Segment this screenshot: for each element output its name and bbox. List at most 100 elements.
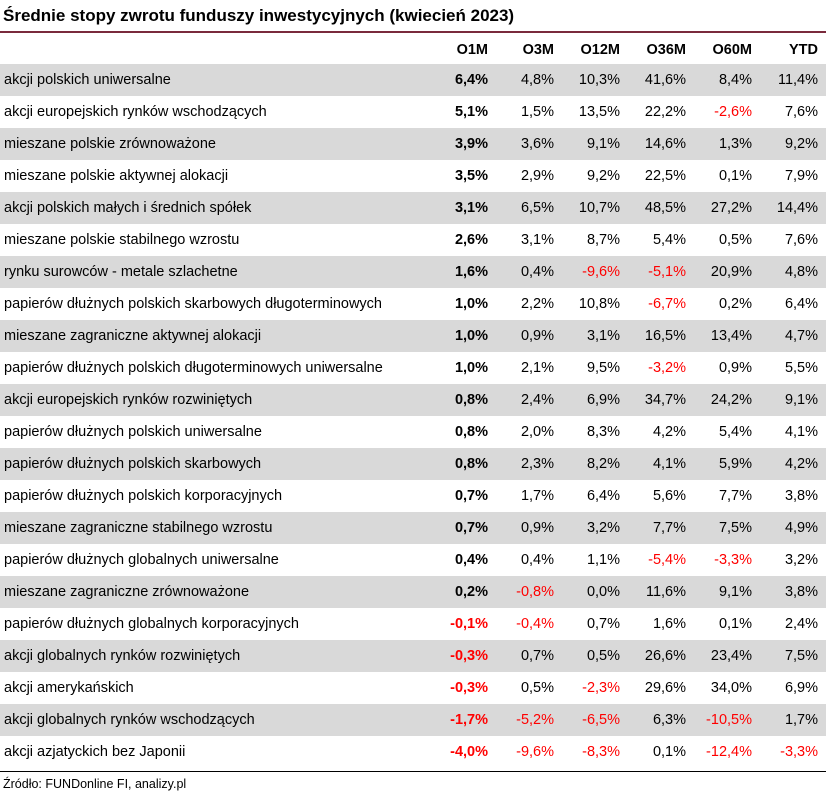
return-cell-o1m: 0,4%	[454, 552, 488, 568]
return-cell-o1m: 1,0%	[454, 360, 488, 376]
return-cell-o12m: 13,5%	[578, 104, 620, 120]
return-cell-ytd: 2,4%	[784, 616, 818, 632]
return-cell-ytd: 7,6%	[784, 232, 818, 248]
return-cell-o60m: 1,3%	[694, 128, 760, 160]
return-cell-ytd: 4,9%	[760, 512, 826, 544]
return-cell-o3m: -0,8%	[496, 576, 562, 608]
table-row: akcji europejskich rynków rozwiniętych 0,…	[0, 384, 826, 416]
return-cell-o36m: 11,6%	[628, 576, 694, 608]
return-cell-o1m: 2,6%	[454, 232, 488, 248]
return-cell-ytd: 4,7%	[760, 320, 826, 352]
table-row: mieszane zagraniczne aktywnej alokacji 1,…	[0, 320, 826, 352]
return-cell-o1m: 0,8%	[416, 448, 496, 480]
table-header-row: O1M O3M O12M O36M O60M YTD	[0, 35, 826, 64]
return-cell-o60m: 0,1%	[718, 168, 752, 184]
fund-category-cell: mieszane zagraniczne zrównoważone	[0, 576, 416, 608]
return-cell-o3m: -0,4%	[516, 616, 554, 632]
return-cell-o3m: 3,6%	[496, 128, 562, 160]
return-cell-ytd: 6,9%	[784, 680, 818, 696]
column-header-o1m: O1M	[456, 41, 488, 58]
return-cell-ytd: 1,7%	[760, 704, 826, 736]
fund-category-cell: akcji amerykańskich	[4, 680, 134, 696]
return-cell-o12m: -2,3%	[582, 680, 620, 696]
return-cell-o3m: 0,5%	[520, 680, 554, 696]
return-cell-o1m: -0,3%	[450, 680, 488, 696]
fund-category-cell: papierów dłużnych globalnych korporacyjn…	[4, 616, 299, 632]
table-body: akcji polskich uniwersalne 6,4% 4,8% 10,3% 4…	[0, 64, 826, 768]
table-row: mieszane polskie stabilnego wzrostu 2,6% 3…	[0, 224, 826, 256]
return-cell-o12m: 10,7%	[562, 192, 628, 224]
return-cell-o1m: 6,4%	[416, 64, 496, 96]
fund-category-cell: akcji polskich uniwersalne	[0, 64, 416, 96]
return-cell-o36m: -3,2%	[648, 360, 686, 376]
return-cell-o12m: 0,5%	[562, 640, 628, 672]
return-cell-o36m: 0,1%	[652, 744, 686, 760]
table-row: papierów dłużnych polskich skarbowych dł…	[0, 288, 826, 320]
source-note: Źródło: FUNDonline FI, analizy.pl	[3, 777, 187, 791]
return-cell-ytd: 6,4%	[784, 296, 818, 312]
return-cell-o60m: 0,2%	[718, 296, 752, 312]
column-header-o60m: O60M	[712, 41, 753, 58]
table-row: akcji globalnych rynków rozwiniętych -0,3…	[0, 640, 826, 672]
return-cell-ytd: 9,1%	[760, 384, 826, 416]
return-cell-o60m: -10,5%	[694, 704, 760, 736]
return-cell-o12m: 3,1%	[562, 320, 628, 352]
return-cell-o36m: 4,2%	[652, 424, 686, 440]
return-cell-o12m: -8,3%	[582, 744, 620, 760]
return-cell-o3m: 3,1%	[520, 232, 554, 248]
return-cell-o3m: 2,0%	[520, 424, 554, 440]
return-cell-o1m: 0,2%	[416, 576, 496, 608]
return-cell-o3m: 2,9%	[520, 168, 554, 184]
column-header-ytd: YTD	[789, 41, 818, 58]
return-cell-o36m: 4,1%	[628, 448, 694, 480]
return-cell-o1m: 1,6%	[416, 256, 496, 288]
return-cell-o3m: 2,1%	[520, 360, 554, 376]
return-cell-o60m: 20,9%	[694, 256, 760, 288]
fund-category-cell: akcji polskich małych i średnich spółek	[0, 192, 416, 224]
return-cell-ytd: 5,5%	[784, 360, 818, 376]
column-header-o36m: O36M	[646, 41, 687, 58]
return-cell-o12m: 9,1%	[562, 128, 628, 160]
return-cell-o3m: -9,6%	[516, 744, 554, 760]
return-cell-o3m: 6,5%	[496, 192, 562, 224]
return-cell-o3m: 0,9%	[496, 512, 562, 544]
return-cell-o36m: 29,6%	[644, 680, 686, 696]
return-cell-o12m: 8,7%	[586, 232, 620, 248]
table-row: mieszane polskie aktywnej alokacji 3,5% 2,…	[0, 160, 826, 192]
fund-category-cell: akcji globalnych rynków rozwiniętych	[0, 640, 416, 672]
return-cell-o1m: 0,7%	[454, 488, 488, 504]
return-cell-o12m: 10,8%	[578, 296, 620, 312]
return-cell-o60m: 13,4%	[694, 320, 760, 352]
return-cell-o60m: 24,2%	[694, 384, 760, 416]
table-row: akcji globalnych rynków wschodzących -1,7…	[0, 704, 826, 736]
return-cell-o60m: -2,6%	[714, 104, 752, 120]
return-cell-o1m: 3,1%	[416, 192, 496, 224]
fund-category-cell: papierów dłużnych polskich skarbowych dł…	[4, 296, 382, 312]
fund-category-cell: akcji azjatyckich bez Japonii	[4, 744, 186, 760]
return-cell-o60m: 8,4%	[694, 64, 760, 96]
return-cell-o36m: 5,4%	[652, 232, 686, 248]
return-cell-o3m: 1,5%	[520, 104, 554, 120]
return-cell-o12m: -9,6%	[562, 256, 628, 288]
return-cell-o12m: 9,5%	[586, 360, 620, 376]
return-cell-o1m: 3,5%	[454, 168, 488, 184]
return-cell-o1m: -0,3%	[416, 640, 496, 672]
column-header-o3m: O3M	[522, 41, 554, 58]
return-cell-ytd: 4,2%	[760, 448, 826, 480]
table-row: papierów dłużnych globalnych korporacyjn…	[0, 608, 826, 640]
table-row: mieszane zagraniczne stabilnego wzrostu 0…	[0, 512, 826, 544]
return-cell-o3m: 0,4%	[496, 256, 562, 288]
return-cell-o36m: 22,5%	[644, 168, 686, 184]
table-row: papierów dłużnych globalnych uniwersalne…	[0, 544, 826, 576]
return-cell-o12m: 1,1%	[586, 552, 620, 568]
return-cell-o12m: 0,0%	[562, 576, 628, 608]
return-cell-ytd: 7,5%	[760, 640, 826, 672]
return-cell-ytd: 9,2%	[760, 128, 826, 160]
table-row: akcji europejskich rynków wschodzących 5,…	[0, 96, 826, 128]
return-cell-ytd: -3,3%	[780, 744, 818, 760]
return-cell-o3m: 1,7%	[520, 488, 554, 504]
return-cell-o3m: 2,3%	[496, 448, 562, 480]
return-cell-o60m: 5,4%	[718, 424, 752, 440]
return-cell-o60m: 7,5%	[694, 512, 760, 544]
return-cell-o60m: 0,5%	[718, 232, 752, 248]
